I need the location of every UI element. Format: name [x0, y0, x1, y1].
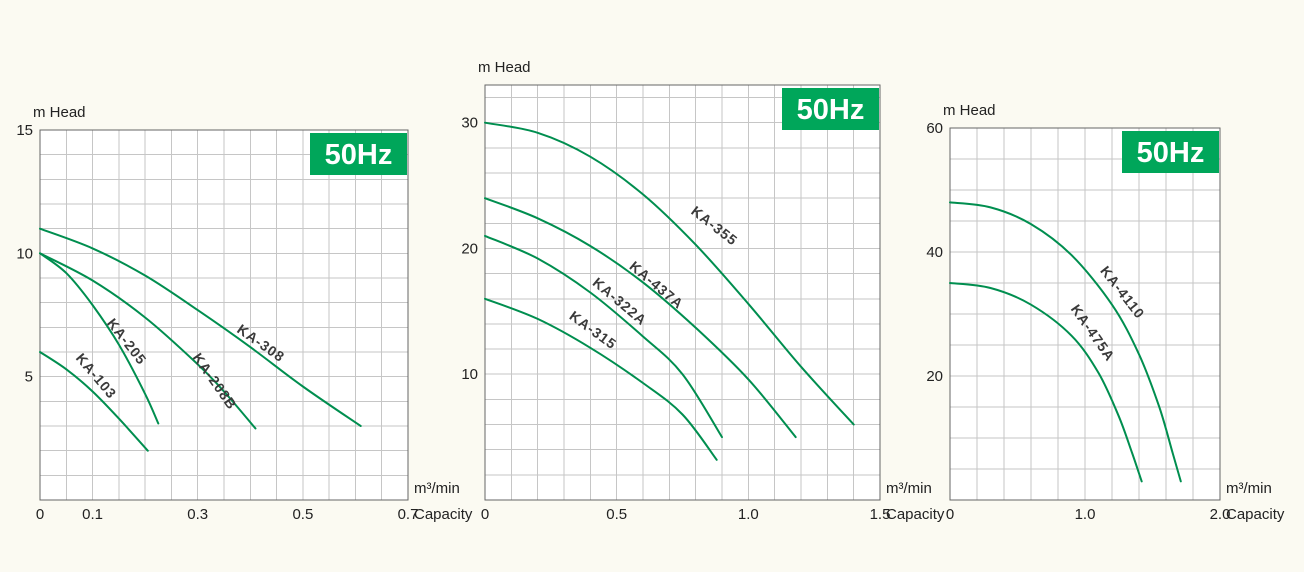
curve-ka-308 [39, 227, 362, 427]
x-tick-label: 0 [481, 506, 489, 523]
curve-ka-475a [949, 282, 1143, 483]
head-axis-caption: m Head [943, 102, 996, 119]
flow-unit-caption: m³/min [886, 480, 932, 497]
flow-axis-caption: Capacity [886, 506, 945, 523]
y-tick-label: 20 [461, 241, 478, 258]
flow-axis-caption: Capacity [414, 506, 473, 523]
curve-ka-205 [39, 252, 160, 425]
frequency-badge [1122, 131, 1219, 173]
curve-ka-322a [484, 234, 723, 439]
frequency-badge [782, 88, 879, 130]
x-tick-label: 2.0 [1210, 506, 1231, 523]
frequency-badge-label: 50Hz [797, 94, 865, 126]
curve-ka-4110 [949, 201, 1182, 483]
x-tick-label: 0.7 [398, 506, 419, 523]
grid-lines [485, 85, 880, 500]
curve-ka-437a [484, 197, 797, 439]
grid-lines [950, 128, 1220, 500]
x-tick-label: 1.5 [870, 506, 891, 523]
flow-unit-caption: m³/min [414, 480, 460, 497]
head-axis-caption: m Head [478, 59, 531, 76]
y-tick-label: 5 [25, 369, 33, 386]
grid-lines [40, 130, 408, 500]
y-tick-label: 10 [16, 245, 33, 262]
x-tick-label: 1.0 [738, 506, 759, 523]
curve-ka-315 [484, 297, 718, 461]
y-tick-label: 20 [926, 368, 943, 385]
chart-middle: 0 0.5 1.0 1.5 10 20 30 m Head m³/min Capacity 50Hz… [461, 59, 945, 523]
x-tick-label: 0.5 [292, 506, 313, 523]
x-tick-label: 0 [36, 506, 44, 523]
flow-unit-caption: m³/min [1226, 480, 1272, 497]
y-tick-label: 40 [926, 244, 943, 261]
y-tick-label: 15 [16, 122, 33, 139]
x-tick-label: 1.0 [1075, 506, 1096, 523]
frequency-badge [310, 133, 407, 175]
plot-border [39, 129, 409, 501]
frequency-badge-label: 50Hz [1137, 137, 1205, 169]
y-tick-label: 10 [461, 366, 478, 383]
y-tick-label: 30 [461, 115, 478, 132]
x-tick-label: 0.1 [82, 506, 103, 523]
curve-ka-208b [39, 252, 257, 430]
flow-axis-caption: Capacity [1226, 506, 1285, 523]
frequency-badge-label: 50Hz [325, 139, 393, 171]
plot-border [949, 127, 1221, 501]
x-tick-label: 0 [946, 506, 954, 523]
x-tick-label: 0.3 [187, 506, 208, 523]
plot-area [485, 85, 880, 500]
head-axis-caption: m Head [33, 104, 86, 121]
curve-ka-103 [39, 351, 149, 452]
chart-left: 0 0.1 0.3 0.5 0.7 5 10 15m Head m³/min Capacity 50… [16, 104, 473, 523]
x-tick-label: 0.5 [606, 506, 627, 523]
plot-border [484, 84, 881, 501]
curve-ka-355 [484, 121, 855, 426]
y-tick-label: 60 [926, 120, 943, 137]
